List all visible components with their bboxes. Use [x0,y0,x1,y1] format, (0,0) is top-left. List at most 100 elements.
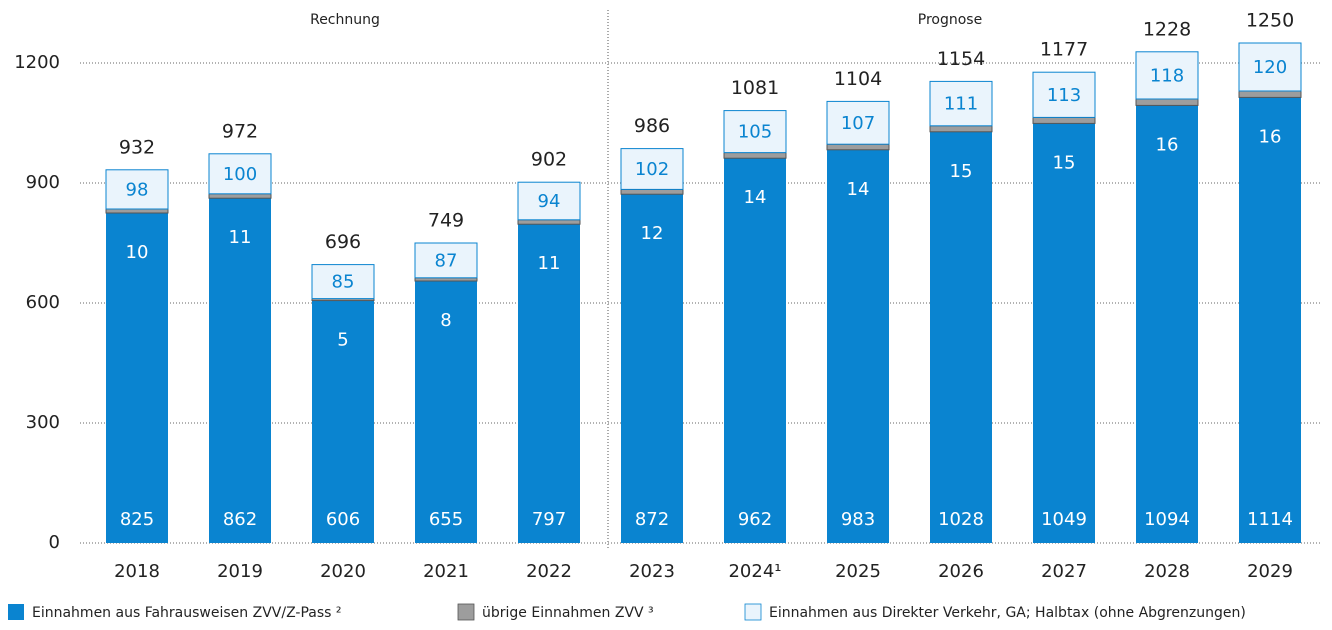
data-label: 14 [744,187,767,208]
data-label: 120 [1253,57,1287,78]
bar-segment [311,264,375,300]
bar-segment [723,110,787,154]
data-label: 113 [1047,85,1081,106]
data-label: 862 [223,509,257,530]
total-label: 1154 [937,48,985,70]
x-tick-label: 2029 [1247,561,1293,582]
data-label: 1094 [1144,509,1190,530]
data-label: 118 [1150,65,1184,86]
data-label: 11 [538,253,561,274]
y-tick-label: 600 [26,292,60,313]
data-label: 872 [635,509,669,530]
bar-segment [826,143,890,151]
legend-swatch [744,603,762,621]
data-label: 797 [532,509,566,530]
data-label: 107 [841,113,875,134]
data-label: 962 [738,509,772,530]
total-label: 1104 [834,68,882,90]
bar-segment [1033,123,1095,544]
total-label: 932 [119,136,155,158]
data-label: 1028 [938,509,984,530]
data-label: 98 [126,179,149,200]
data-label: 87 [435,250,458,271]
data-label: 14 [847,179,870,200]
y-tick-label: 300 [26,412,60,433]
section-label: Prognose [918,12,982,28]
data-label: 11 [229,227,252,248]
x-tick-label: 2022 [526,561,572,582]
bar-segment [621,194,683,543]
data-label: 825 [120,509,154,530]
bar-segment [1135,51,1199,100]
x-tick-label: 2025 [835,561,881,582]
bar-segment [929,80,993,127]
y-tick-label: 900 [26,172,60,193]
bar-segment [517,181,581,221]
bar-segment [827,149,889,544]
bar-segment [518,224,580,543]
total-label: 972 [222,120,258,142]
bar-segment [1032,71,1096,118]
legend-swatch [8,604,24,620]
bar-segment [208,153,272,195]
x-tick-label: 2019 [217,561,263,582]
data-label: 1049 [1041,509,1087,530]
bar-segment [929,125,993,133]
bar-segment [1238,90,1302,98]
bar-segment [723,152,787,159]
data-label: 111 [944,94,978,115]
bar-segment [1032,116,1096,124]
legend-label: Einnahmen aus Fahrausweisen ZVV/Z-Pass ² [32,605,342,621]
data-label: 85 [332,272,355,293]
x-tick-label: 2027 [1041,561,1087,582]
total-label: 986 [634,115,670,137]
data-label: 102 [635,159,669,180]
bar-segment [105,208,169,214]
bar-segment [620,148,684,190]
bar-segment [106,213,168,543]
bar-segment [1239,97,1301,544]
bar-segment [620,188,684,195]
total-label: 1228 [1143,18,1191,40]
bar-segment [415,281,477,543]
total-label: 1177 [1040,39,1088,61]
data-label: 5 [337,330,348,351]
total-label: 902 [531,149,567,171]
bar-segment [517,219,581,225]
data-label: 983 [841,509,875,530]
legend-swatch [457,603,475,621]
total-label: 1250 [1246,10,1294,32]
data-label: 10 [126,242,149,263]
x-tick-label: 2023 [629,561,675,582]
data-label: 8 [440,310,451,331]
bar-segment [1238,42,1302,92]
data-label: 16 [1156,134,1179,155]
bar-segment [414,242,478,279]
x-tick-label: 2026 [938,561,984,582]
data-label: 15 [1053,152,1076,173]
x-tick-label: 2018 [114,561,160,582]
total-label: 749 [428,210,464,232]
bar-segment [1135,98,1199,106]
bar-segment [312,300,374,543]
bar-segment [105,169,169,210]
bar-segment [930,131,992,544]
y-tick-label: 1200 [14,52,60,73]
data-label: 16 [1259,126,1282,147]
data-label: 105 [738,122,772,143]
x-tick-label: 2028 [1144,561,1190,582]
bar-segment [1136,105,1198,544]
section-label: Rechnung [310,12,380,28]
bar-segment [826,100,890,145]
bar-segment [208,193,272,199]
y-tick-label: 0 [49,532,60,553]
data-label: 606 [326,509,360,530]
legend-label: Einnahmen aus Direkter Verkehr, GA; Halb… [769,605,1246,621]
data-label: 1114 [1247,509,1293,530]
x-tick-label: 2020 [320,561,366,582]
data-label: 15 [950,161,973,182]
data-label: 655 [429,509,463,530]
total-label: 1081 [731,77,779,99]
data-label: 100 [223,164,257,185]
